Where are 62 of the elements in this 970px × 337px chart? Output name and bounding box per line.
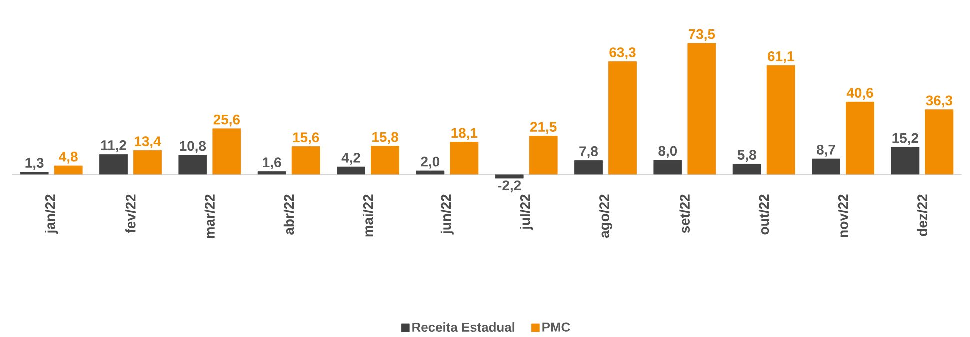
bar [654,160,682,175]
data-label: 11,2 [101,140,126,152]
bar [812,158,840,175]
data-label: 7,8 [580,146,598,158]
bar [574,160,603,175]
data-label: 25,6 [214,114,240,127]
data-label: 36,3 [926,96,952,108]
x-tick-label: jul/22 [520,194,534,230]
data-label: 40,6 [846,88,874,100]
bar [416,170,445,175]
x-tick-label: jan/22 [45,194,58,234]
bar [766,65,796,175]
data-label: 18,1 [452,128,478,140]
data-label: 15,2 [892,133,918,146]
data-label: 1,6 [263,157,282,170]
bar [450,142,479,175]
x-tick-label: ago/22 [599,194,612,238]
bar [925,109,954,175]
data-label: 2,0 [421,156,440,169]
bar [495,174,524,178]
bar [529,136,558,175]
data-label: 10,8 [180,141,206,153]
x-tick-label: out/22 [758,194,770,235]
data-label: 21,5 [530,122,557,134]
data-label: 15,8 [372,132,398,144]
x-tick-label: mar/22 [204,194,216,238]
bar [846,102,874,175]
bar [178,154,208,175]
bar [134,150,162,175]
data-label: 63,3 [610,47,636,60]
bar [688,43,716,175]
x-tick-label: abr/22 [284,194,294,235]
data-label: -2,2 [498,180,522,192]
data-label: 8,7 [817,144,836,157]
bar [732,164,762,175]
data-label: 1,3 [26,158,44,170]
bar [54,166,83,175]
bar [371,146,400,175]
data-label: 73,5 [688,29,716,42]
x-tick-label: fev/22 [126,194,136,234]
x-tick-label: set/22 [680,194,690,234]
x-tick-label: nov/22 [838,194,848,238]
data-label: 15,6 [293,132,320,144]
bar [292,146,320,175]
legend-label: Receita Estadual [412,322,515,332]
bar [258,171,286,175]
x-tick-label: jun/22 [440,194,454,235]
bar [212,128,242,175]
x-tick-label: mai/22 [363,194,374,236]
bar [337,166,366,175]
x-tick-label: dez/22 [917,194,928,236]
legend-label: PMC [542,322,570,332]
bar [891,147,920,175]
bar [608,61,637,175]
data-label: 13,4 [135,136,162,148]
bar [20,172,49,175]
data-label: 5,8 [738,150,756,162]
data-label: 61,1 [768,51,794,64]
data-label: 8,0 [658,146,678,158]
data-label: 4,8 [59,152,78,164]
bar [100,154,128,175]
data-label: 4,2 [342,152,360,165]
